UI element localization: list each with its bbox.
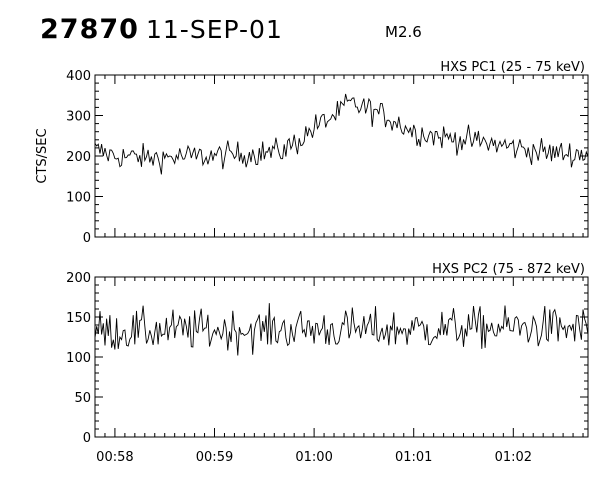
panel-title: HXS PC2 (75 - 872 keV) — [432, 262, 585, 277]
y-tick-label: 100 — [66, 351, 91, 366]
y-tick-label: 100 — [66, 191, 91, 206]
plot-frame — [94, 276, 589, 438]
x-tick-label: 01:00 — [295, 450, 332, 465]
event-id: 27870 — [40, 14, 139, 45]
y-axis-label: CTS/SEC — [35, 128, 50, 183]
y-tick-label: 50 — [74, 391, 91, 406]
flare-class: M2.6 — [385, 23, 422, 41]
panel-title: HXS PC1 (25 - 75 keV) — [440, 60, 585, 75]
y-tick-label: 0 — [83, 431, 91, 446]
y-tick-label: 300 — [66, 110, 91, 125]
event-date: 11-SEP-01 — [146, 15, 283, 44]
y-tick-label: 200 — [66, 150, 91, 165]
x-tick-label: 01:01 — [395, 450, 432, 465]
x-tick-label: 00:59 — [196, 450, 233, 465]
hxs-pc2-panel: 0 50 100 150 200 00:58 00:59 01:00 01:01 01:02 HXS… — [66, 262, 589, 465]
y-tick-label: 0 — [83, 231, 91, 246]
series-line — [94, 303, 589, 356]
hxs-pc1-panel: 0 100 200 300 400 HXS PC1 (25 - 75 keV) CTS/SE… — [35, 60, 589, 246]
x-tick-label: 00:58 — [96, 450, 133, 465]
y-tick-label: 150 — [66, 311, 91, 326]
x-tick-label: 01:02 — [495, 450, 532, 465]
y-tick-label: 200 — [66, 271, 91, 286]
series-line — [94, 93, 589, 175]
y-tick-label: 400 — [66, 69, 91, 84]
